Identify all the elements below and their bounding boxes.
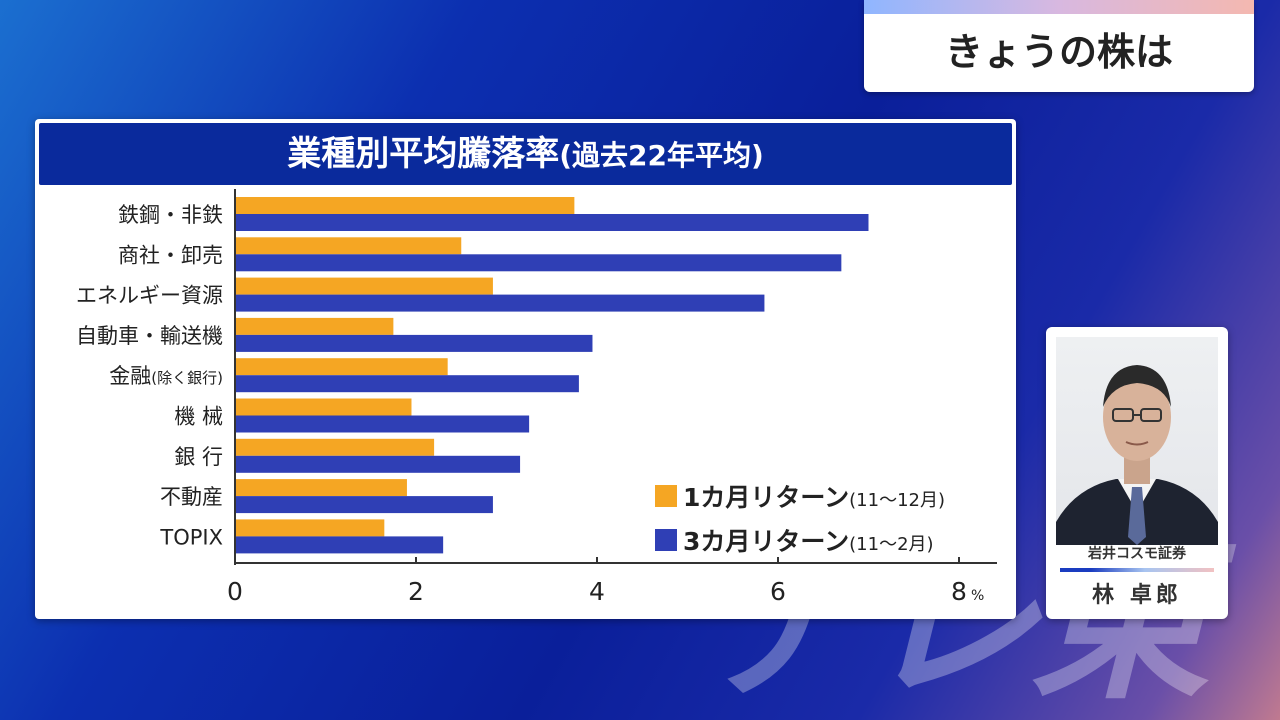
bar-3m-1 <box>235 254 842 272</box>
presenter-name: 林 卓郎 <box>1092 583 1182 608</box>
title-card-accent-strip <box>864 0 1254 14</box>
legend-swatch <box>655 485 677 507</box>
bar-1m-4 <box>235 358 448 376</box>
category-label: 鉄鋼・非鉄 <box>118 203 223 227</box>
bar-3m-2 <box>235 294 765 312</box>
bar-3m-0 <box>235 214 869 231</box>
bar-1m-6 <box>235 438 435 456</box>
segment-title: きょうの株は <box>944 30 1173 74</box>
category-label: 金融(除く銀行) <box>109 364 223 388</box>
bar-1m-7 <box>235 479 407 497</box>
presenter-card: 岩井コスモ証券 林 卓郎 <box>1046 327 1228 619</box>
category-label: 銀 行 <box>174 445 223 469</box>
bar-3m-5 <box>235 415 530 433</box>
bar-3m-6 <box>235 455 521 473</box>
chart-header: 業種別平均騰落率(過去22年平均) <box>39 123 1012 185</box>
category-label: 不動産 <box>160 485 223 509</box>
category-label: 自動車・輸送機 <box>76 324 223 348</box>
chart-title-line: 業種別平均騰落率(過去22年平均) <box>39 123 1012 191</box>
x-tick-label: 8 <box>951 577 967 606</box>
bar-1m-3 <box>235 317 394 335</box>
presenter-firm: 岩井コスモ証券 <box>1088 546 1186 562</box>
category-label: エネルギー資源 <box>76 284 223 308</box>
bar-1m-1 <box>235 237 462 255</box>
bar-1m-8 <box>235 519 385 537</box>
category-label: 商社・卸売 <box>118 243 223 267</box>
x-unit-label: % <box>971 588 984 604</box>
chart-panel: 業種別平均騰落率(過去22年平均) 鉄鋼・非鉄商社・卸売エネルギー資源 自動車・輸… <box>35 119 1016 619</box>
bar-3m-7 <box>235 496 493 514</box>
legend-label: 3カ月リターン(11～2月) <box>683 527 934 556</box>
bar-1m-5 <box>235 398 412 416</box>
legend-label: 1カ月リターン(11～12月) <box>683 483 945 512</box>
presenter-divider <box>1060 568 1214 572</box>
chart-title: 業種別平均騰落率 <box>287 134 560 174</box>
bar-3m-3 <box>235 334 593 352</box>
x-tick-label: 2 <box>408 577 424 606</box>
bar-3m-8 <box>235 536 444 554</box>
x-tick-label: 0 <box>227 577 243 606</box>
bar-1m-0 <box>235 197 575 214</box>
presenter-photo <box>1056 337 1218 545</box>
category-label: TOPIX <box>159 525 223 549</box>
chart-subtitle: (過去22年平均) <box>559 139 764 172</box>
legend-swatch <box>655 529 677 551</box>
segment-title-card: きょうの株は <box>864 0 1254 92</box>
x-tick-label: 6 <box>770 577 786 606</box>
x-tick-label: 4 <box>589 577 605 606</box>
category-label: 機 械 <box>174 405 223 429</box>
bar-3m-4 <box>235 375 579 393</box>
bar-1m-2 <box>235 277 493 295</box>
